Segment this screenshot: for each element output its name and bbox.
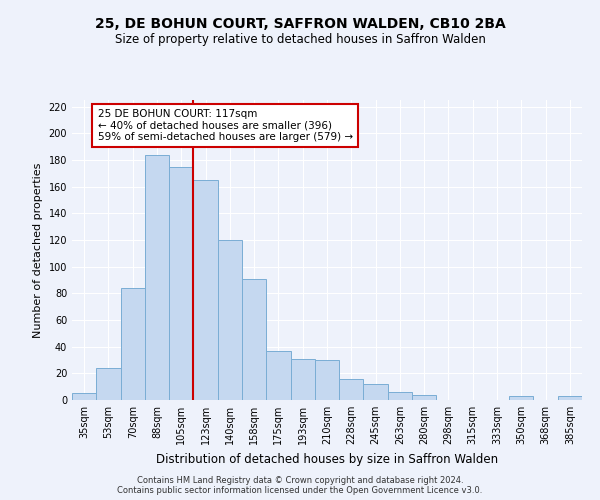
Bar	[509, 396, 533, 400]
Bar	[364, 384, 388, 400]
Bar	[169, 166, 193, 400]
Text: Size of property relative to detached houses in Saffron Walden: Size of property relative to detached ho…	[115, 32, 485, 46]
Bar	[193, 180, 218, 400]
Text: Contains HM Land Registry data © Crown copyright and database right 2024.
Contai: Contains HM Land Registry data © Crown c…	[118, 476, 482, 495]
Bar	[266, 350, 290, 400]
Bar	[96, 368, 121, 400]
Bar	[72, 394, 96, 400]
Bar	[315, 360, 339, 400]
Y-axis label: Number of detached properties: Number of detached properties	[33, 162, 43, 338]
Text: 25, DE BOHUN COURT, SAFFRON WALDEN, CB10 2BA: 25, DE BOHUN COURT, SAFFRON WALDEN, CB10…	[95, 18, 505, 32]
Bar	[145, 154, 169, 400]
Bar	[218, 240, 242, 400]
Bar	[412, 394, 436, 400]
X-axis label: Distribution of detached houses by size in Saffron Walden: Distribution of detached houses by size …	[156, 452, 498, 466]
Bar	[290, 358, 315, 400]
Bar	[388, 392, 412, 400]
Bar	[121, 288, 145, 400]
Bar	[339, 378, 364, 400]
Bar	[558, 396, 582, 400]
Text: 25 DE BOHUN COURT: 117sqm
← 40% of detached houses are smaller (396)
59% of semi: 25 DE BOHUN COURT: 117sqm ← 40% of detac…	[97, 109, 353, 142]
Bar	[242, 278, 266, 400]
